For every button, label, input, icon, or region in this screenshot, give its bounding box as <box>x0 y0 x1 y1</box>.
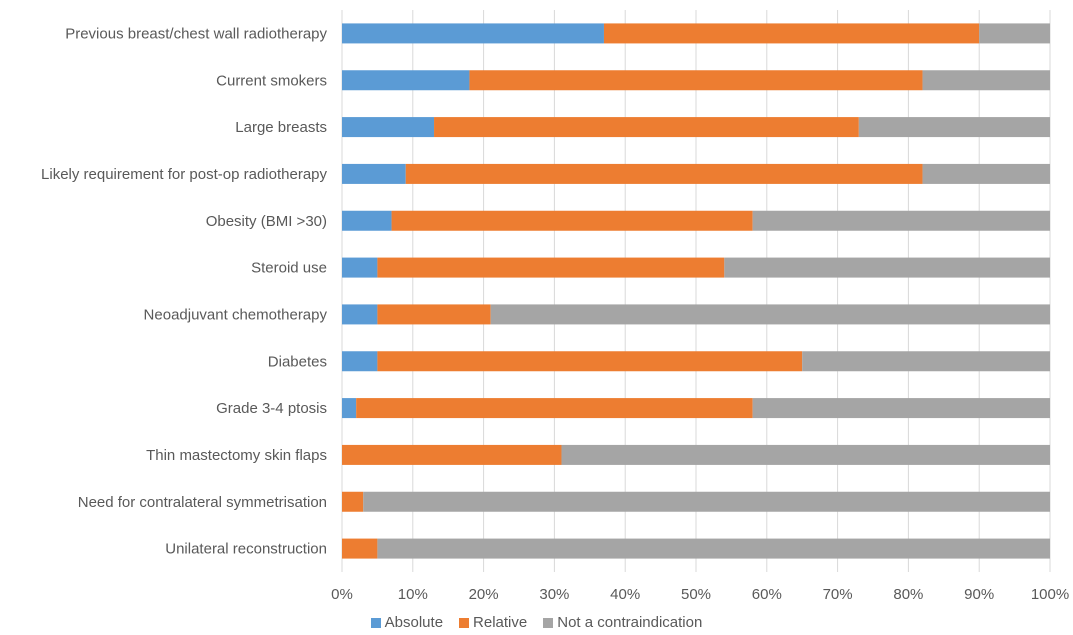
bar-segment <box>391 210 753 231</box>
legend-label: Absolute <box>384 614 444 631</box>
bar-segment <box>377 304 491 325</box>
bar-segment <box>342 210 392 231</box>
category-label: Previous breast/chest wall radiotherapy <box>65 25 327 42</box>
x-tick-label: 70% <box>823 586 853 600</box>
category-label: Current smokers <box>216 72 327 89</box>
stacked-bar-chart: Previous breast/chest wall radiotherapy C… <box>41 10 1069 603</box>
bar-segment <box>363 491 1050 512</box>
bar-segment <box>342 398 357 419</box>
category-label: Large breasts <box>235 119 327 136</box>
bar-segment <box>356 398 753 419</box>
x-tick-label: 30% <box>539 586 569 600</box>
bar-segment <box>342 444 562 465</box>
category-label: Need for contralateral symmetrisation <box>78 494 327 511</box>
bar-segment <box>342 538 378 559</box>
x-tick-label: 20% <box>469 586 499 600</box>
x-tick-label: 0% <box>331 586 353 600</box>
bar-segment <box>603 23 980 44</box>
bar-segment <box>490 304 1050 325</box>
bar-segment <box>342 117 435 138</box>
x-tick-label: 90% <box>964 586 994 600</box>
bar-segment <box>342 163 406 184</box>
bar-segment <box>752 210 1050 231</box>
bar-segment <box>377 257 725 278</box>
x-tick-label: 40% <box>610 586 640 600</box>
bar-segment <box>342 491 364 512</box>
legend: Absolute Relative Not a contraindication <box>0 614 1073 631</box>
x-tick-labels: 0% 10% 20% 30% 40% 50% 60% 70% 80% 90% 100% <box>331 586 1069 603</box>
bar-segment <box>469 70 923 91</box>
category-label: Diabetes <box>268 353 327 370</box>
bar-segment <box>922 163 1050 184</box>
bar-segment <box>377 351 803 372</box>
bar-segment <box>434 117 859 138</box>
x-tick-label: 80% <box>893 586 923 600</box>
category-label: Thin mastectomy skin flaps <box>146 447 327 464</box>
legend-swatch <box>459 617 470 628</box>
category-labels: Previous breast/chest wall radiotherapy C… <box>41 25 327 557</box>
legend-swatch <box>543 617 554 628</box>
bar-segment <box>405 163 923 184</box>
legend-label: Relative <box>473 614 528 631</box>
x-tick-label: 100% <box>1031 586 1069 600</box>
bar-segment <box>342 257 378 278</box>
bar-segment <box>752 398 1050 419</box>
bar-segment <box>342 304 378 325</box>
category-label: Obesity (BMI >30) <box>206 213 327 230</box>
bar-segment <box>802 351 1050 372</box>
bar-segment <box>724 257 1050 278</box>
bar-segment <box>979 23 1050 44</box>
bar-segment <box>377 538 1050 559</box>
legend-item: Not a contraindication <box>543 614 702 631</box>
category-label: Unilateral reconstruction <box>165 541 327 558</box>
bars <box>342 23 1050 559</box>
gridlines <box>341 10 1051 572</box>
bar-segment <box>342 70 470 91</box>
category-label: Likely requirement for post-op radiother… <box>41 166 327 183</box>
x-tick-label: 60% <box>752 586 782 600</box>
bar-segment <box>342 351 378 372</box>
legend-swatch <box>370 617 381 628</box>
category-label: Grade 3-4 ptosis <box>216 400 327 417</box>
legend-label: Not a contraindication <box>557 614 703 631</box>
category-label: Steroid use <box>251 260 327 277</box>
x-tick-label: 10% <box>398 586 428 600</box>
x-tick-label: 50% <box>681 586 711 600</box>
category-label: Neoadjuvant chemotherapy <box>144 306 328 323</box>
legend-item: Relative <box>459 614 527 631</box>
legend-item: Absolute <box>370 614 444 631</box>
bar-segment <box>342 23 604 44</box>
bar-segment <box>561 444 1050 465</box>
bar-segment <box>922 70 1050 91</box>
bar-segment <box>858 117 1050 138</box>
